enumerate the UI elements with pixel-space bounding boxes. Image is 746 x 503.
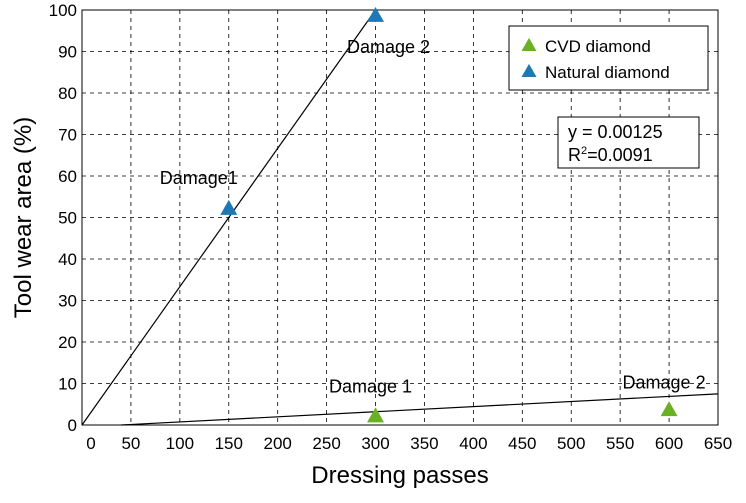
data-point-marker [220, 199, 238, 215]
point-annotation: Damage 2 [623, 372, 706, 392]
x-tick-label: 350 [410, 434, 438, 453]
r-squared-symbol: R [568, 145, 581, 165]
point-annotation: Damage 1 [329, 377, 412, 397]
legend-label: CVD diamond [545, 37, 651, 56]
y-tick-label: 70 [58, 126, 77, 145]
x-tick-label: 450 [508, 434, 536, 453]
x-tick-label: 650 [704, 434, 732, 453]
data-point-marker [367, 407, 385, 423]
y-tick-label: 30 [58, 292, 77, 311]
x-tick-label: 150 [215, 434, 243, 453]
y-tick-label: 60 [58, 167, 77, 186]
y-tick-label: 20 [58, 333, 77, 352]
equation-box: y = 0.00125 R2=0.0091 [557, 116, 700, 169]
annotation-layer: Damage 1 Damage 2 Damage1 Damage 2 [160, 37, 706, 396]
y-axis-title: Tool wear area (%) [10, 117, 37, 318]
x-tick-label: 300 [361, 434, 389, 453]
r-squared-superscript: 2 [581, 145, 587, 157]
x-tick-label: 400 [459, 434, 487, 453]
y-tick-label: 50 [58, 209, 77, 228]
x-tick-label: 200 [264, 434, 292, 453]
trend-line [121, 393, 719, 426]
y-tick-label: 10 [58, 375, 77, 394]
data-point-marker [367, 6, 385, 22]
x-tick-label: 100 [166, 434, 194, 453]
legend-label: Natural diamond [545, 63, 670, 82]
point-annotation: Damage1 [160, 168, 238, 188]
y-tick-label: 0 [68, 416, 77, 435]
equation-line-1: y = 0.00125 [568, 122, 663, 142]
legend-frame [508, 25, 709, 91]
equation-frame [557, 116, 700, 169]
trend-layer [81, 9, 719, 426]
x-tick-label: 600 [655, 434, 683, 453]
legend-marker [521, 37, 537, 52]
y-tick-label: 80 [58, 84, 77, 103]
point-annotation: Damage 2 [347, 37, 430, 57]
x-tick-label: 250 [312, 434, 340, 453]
x-tick-label: 0 [86, 434, 95, 453]
marker-layer [220, 6, 678, 423]
x-tick-label: 550 [606, 434, 634, 453]
x-tick-label: 500 [557, 434, 585, 453]
equation-line-2: R2=0.0091 [568, 145, 653, 165]
trend-line [81, 9, 377, 426]
x-axis-title: Dressing passes [311, 462, 488, 489]
y-tick-label: 100 [49, 1, 77, 20]
legend-marker [521, 63, 537, 78]
legend: CVD diamond Natural diamond [508, 25, 709, 91]
y-tick-label: 40 [58, 250, 77, 269]
x-tick-label: 50 [121, 434, 140, 453]
tick-layer: 0 50 100 150 200 250 300 350 400 450 500 550 600 6500… [49, 1, 733, 453]
r-squared-value: =0.0091 [587, 145, 653, 165]
y-tick-label: 90 [58, 43, 77, 62]
data-point-marker [660, 401, 678, 417]
plot-frame [81, 9, 719, 426]
